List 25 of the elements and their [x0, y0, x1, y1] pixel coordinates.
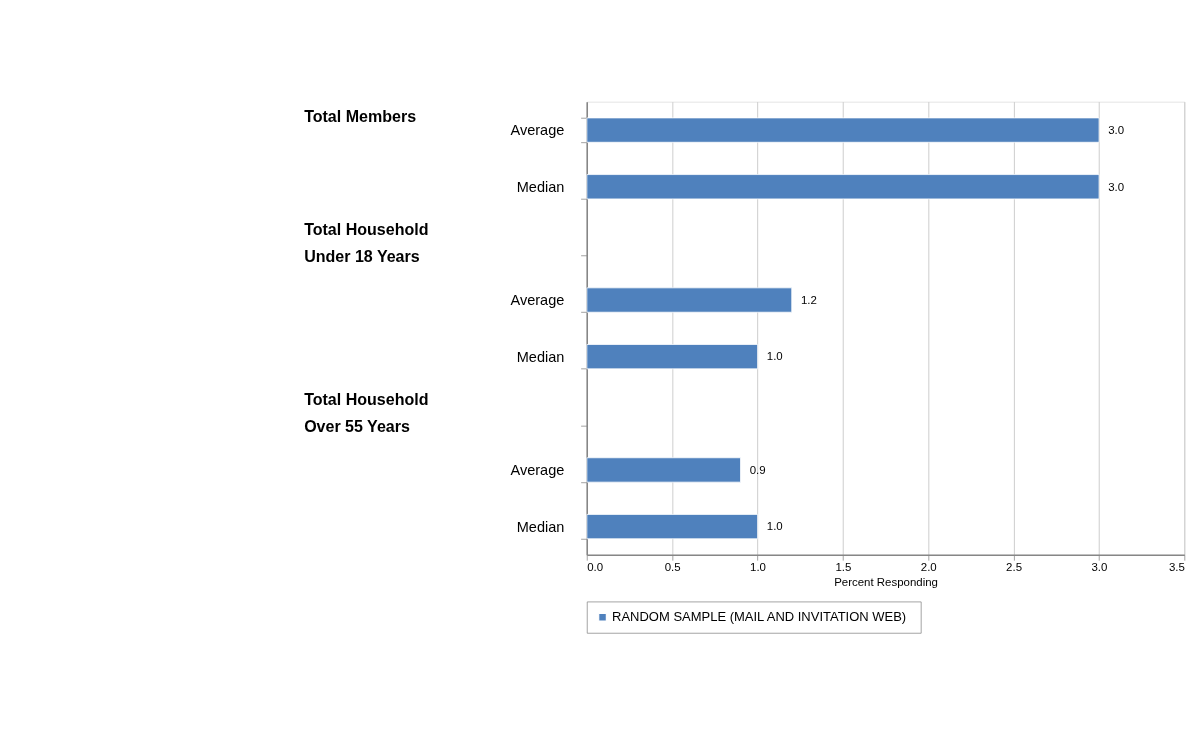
text: Total Members [304, 106, 417, 125]
data-label: 0.9 [749, 463, 766, 476]
x-tick-label: 1.0 [750, 561, 766, 574]
text: Total Household Over 55 Years [304, 389, 429, 436]
data-label: 3.0 [1108, 123, 1125, 136]
y-tick-label: Average [510, 461, 565, 478]
data-label: 1.2 [800, 293, 817, 306]
y-tick-label: Median [516, 348, 565, 365]
x-tick-label: 3.0 [1091, 561, 1108, 574]
y-tick-label: Median [516, 178, 565, 195]
data-label: 1.0 [766, 520, 783, 533]
y-tick-label: Average [510, 292, 565, 308]
x-tick-label: 1.5 [835, 561, 852, 574]
data-label: 3.0 [1108, 180, 1125, 193]
x-tick-label: 3.5 [1168, 561, 1185, 574]
x-tick-label: 0.5 [664, 561, 681, 574]
data-label: 1.0 [766, 350, 783, 363]
x-axis-title: Percent Responding [834, 575, 938, 588]
x-tick-label: 0.0 [587, 561, 604, 574]
text: Total Household Under 18 Years [304, 219, 429, 266]
y-tick-label: Average [510, 122, 565, 139]
legend-label: RANDOM SAMPLE (MAIL AND INVITATION WEB) [612, 609, 907, 625]
y-tick-label: Median [516, 518, 565, 535]
x-tick-label: 2.0 [920, 561, 937, 574]
x-tick-label: 2.5 [1006, 561, 1023, 574]
